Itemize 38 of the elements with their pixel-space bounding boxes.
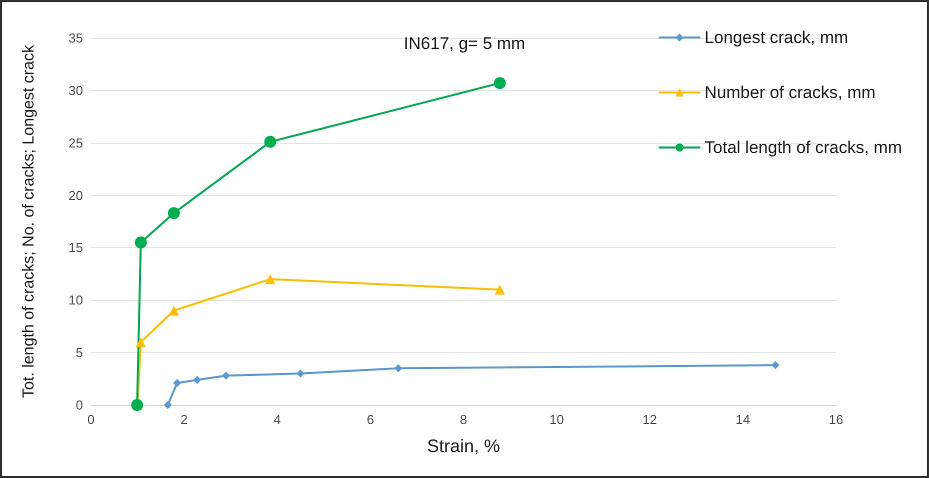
x-tick-label: 10 <box>549 412 564 427</box>
point <box>296 370 305 378</box>
legend-label: Total length of cracks, mm <box>704 138 902 157</box>
y-tick-label: 25 <box>68 135 83 150</box>
legend-label: Longest crack, mm <box>704 28 848 47</box>
y-tick-label: 15 <box>68 240 83 256</box>
y-tick-label: 30 <box>68 82 83 98</box>
y-tick-label: 5 <box>76 345 83 360</box>
y-tick-label: 10 <box>68 292 83 308</box>
x-tick-label: 16 <box>828 412 844 427</box>
point <box>264 136 276 148</box>
point <box>136 337 146 348</box>
point <box>771 361 780 370</box>
x-tick-label: 14 <box>736 412 750 427</box>
x-tick-label: 6 <box>366 412 374 427</box>
x-tick-label: 4 <box>274 412 281 427</box>
point <box>494 77 506 90</box>
x-tick-label: 0 <box>87 412 95 427</box>
x-tick-label: 2 <box>180 412 188 427</box>
x-axis-title: Strain, % <box>426 436 500 456</box>
point <box>168 306 179 316</box>
y-tick-label: 20 <box>68 188 83 203</box>
point <box>394 364 402 372</box>
x-tick-label: 8 <box>460 412 468 427</box>
point <box>134 236 147 248</box>
point <box>494 284 505 295</box>
legend-label: Number of cracks, mm <box>704 83 876 102</box>
point <box>193 376 202 384</box>
point <box>222 372 230 380</box>
point <box>265 274 276 284</box>
point <box>173 378 182 387</box>
point <box>164 401 172 409</box>
y-tick-label: 35 <box>68 30 83 46</box>
y-axis-title: Tot. length of cracks; No. of cracks; Longest crack <box>20 44 38 398</box>
chart-title: IN617, g= 5 mm <box>404 34 526 53</box>
point <box>168 207 180 220</box>
y-tick-label: 0 <box>76 398 83 412</box>
x-tick-label: 12 <box>642 412 657 427</box>
